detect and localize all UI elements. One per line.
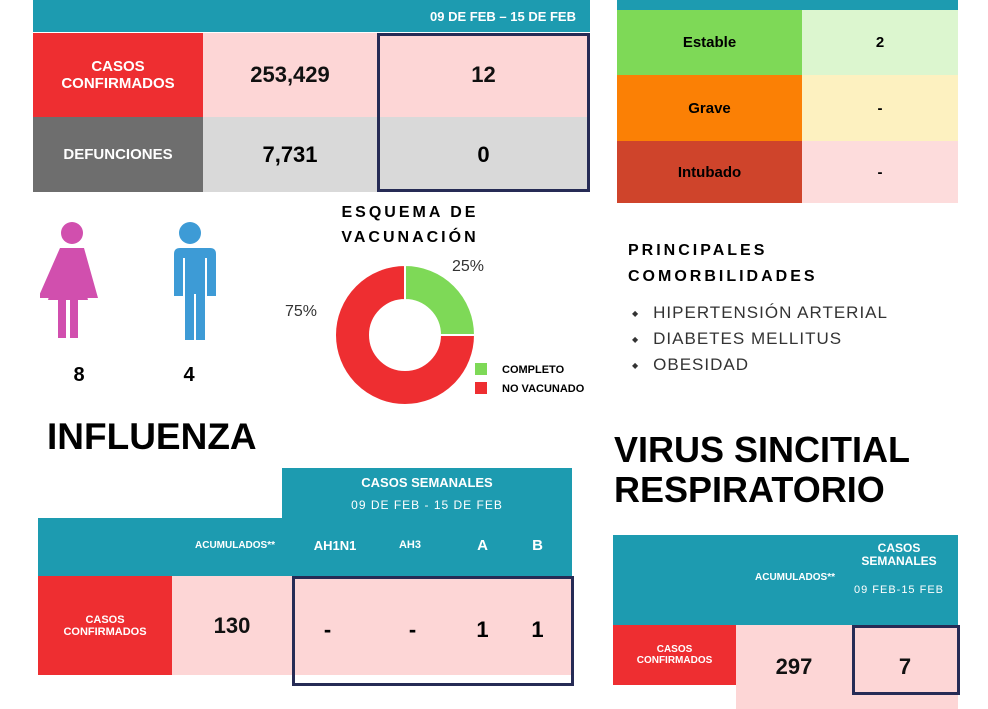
cell: 1 <box>476 617 489 642</box>
female-count: 8 <box>73 363 85 386</box>
status-label: Grave <box>617 75 802 141</box>
status-value: - <box>802 75 958 141</box>
bullet: ◆ <box>632 309 640 319</box>
cell: 12 <box>377 33 590 117</box>
male-icon <box>170 222 216 340</box>
bullet: ◆ <box>632 361 640 371</box>
cell: 7,731 <box>203 117 377 192</box>
column-header: AH1N1 <box>313 537 357 553</box>
bullet: ◆ <box>632 335 640 345</box>
donut-segment <box>334 263 477 406</box>
item-text: DIABETES MELLITUS <box>653 329 843 349</box>
male-count: 4 <box>183 363 195 386</box>
value-label: 25% <box>452 258 484 275</box>
header <box>613 535 958 625</box>
column-header: ACUMULADOS** <box>755 571 835 583</box>
status-label: Intubado <box>617 141 802 203</box>
header: CASOS SEMANALES 09 DE FEB - 15 DE FEB <box>282 468 572 518</box>
header <box>38 518 572 576</box>
week-label: 09 FEB-15 FEB <box>853 584 945 596</box>
highlight-box <box>292 576 574 686</box>
sex-icons <box>40 222 216 340</box>
list-item: ◆ OBESIDAD <box>632 352 888 378</box>
highlight-box <box>377 33 590 192</box>
item-text: OBESIDAD <box>653 355 750 375</box>
header-text: CASOS SEMANALES <box>361 474 493 490</box>
cell: 297 <box>736 625 852 709</box>
legend-label: COMPLETO <box>502 364 565 376</box>
row-label: CASOS CONFIRMADOS <box>613 625 736 685</box>
donut-segment <box>404 263 477 336</box>
chart-title: ESQUEMA DE VACUNACIÓN <box>341 204 479 246</box>
legend-swatch <box>475 382 487 394</box>
column-header: B <box>532 536 543 554</box>
column-header: AH3 <box>398 539 421 551</box>
comorbidities-title: PRINCIPALES COMORBILIDADES <box>628 242 818 285</box>
section-title: VIRUS SINCITIAL RESPIRATORIO <box>614 429 910 510</box>
status-label: Estable <box>617 10 802 75</box>
header <box>617 0 958 10</box>
cell: - <box>408 617 417 642</box>
column-header: CASOS SEMANALES <box>861 541 937 568</box>
cell: 0 <box>377 117 590 192</box>
week-label: 09 DE FEB - 15 DE FEB <box>351 497 503 512</box>
comorbidities-list: ◆ HIPERTENSIÓN ARTERIAL ◆ DIABETES MELLITUS… <box>632 300 888 378</box>
week-label: 09 DE FEB – 15 DE FEB <box>33 0 590 32</box>
item-text: HIPERTENSIÓN ARTERIAL <box>653 303 888 322</box>
list-item: ◆ DIABETES MELLITUS <box>632 326 888 352</box>
status-value: 2 <box>802 10 958 75</box>
cell: 253,429 <box>203 33 377 117</box>
donut-chart: 25% 75% COMPLETO NO VACUNADO <box>285 258 585 406</box>
page: 09 DE FEB – 15 DE FEB CASOS CONFIRMADOS … <box>33 0 960 709</box>
status-value: - <box>802 141 958 203</box>
section-title: INFLUENZA <box>47 416 257 457</box>
column-header: ACUMULADOS** <box>195 539 275 551</box>
row-label: CASOS CONFIRMADOS <box>38 576 172 675</box>
legend-swatch <box>475 363 487 375</box>
cell: 130 <box>172 576 292 675</box>
cell-group <box>292 576 572 675</box>
legend-label: NO VACUNADO <box>502 383 585 395</box>
row-label: CASOS CONFIRMADOS <box>33 33 203 117</box>
female-icon <box>40 222 98 338</box>
list-item: ◆ HIPERTENSIÓN ARTERIAL <box>632 300 888 326</box>
cell: 1 <box>531 617 544 642</box>
value-label: 75% <box>285 303 317 320</box>
highlight-box <box>852 625 960 695</box>
row-label: DEFUNCIONES <box>33 117 203 192</box>
column-header: A <box>477 536 488 554</box>
cell: - <box>323 617 332 642</box>
